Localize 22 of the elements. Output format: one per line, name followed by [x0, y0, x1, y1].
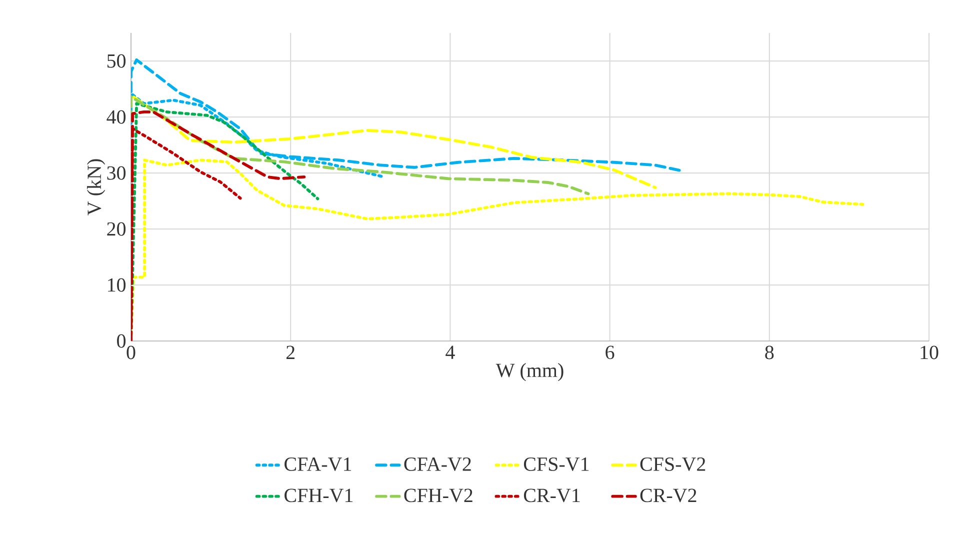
legend-label: CFS-V2	[640, 457, 706, 472]
y-tick-label: 0	[117, 334, 126, 348]
legend-label: CFA-V2	[404, 457, 471, 472]
y-tick-label: 40	[106, 110, 126, 124]
legend-label: CR-V2	[640, 488, 696, 502]
legend-label: CFA-V1	[284, 457, 352, 472]
y-tick-label: 30	[107, 166, 126, 180]
x-tick-label: 6	[606, 346, 614, 360]
legend-label: CFH-V2	[404, 488, 472, 502]
x-tick-label: 4	[446, 346, 455, 359]
legend-label: CR-V1	[524, 488, 580, 502]
x-tick-label: 8	[765, 346, 774, 360]
y-tick-label: 20	[107, 222, 126, 236]
x-tick-label: 2	[286, 346, 294, 359]
y-axis-title: V (kN)	[87, 159, 106, 216]
y-tick-label: 50	[107, 54, 126, 68]
y-tick-label: 10	[108, 278, 126, 292]
x-axis-title: W (mm)	[496, 363, 564, 382]
legend-label: CFH-V1	[284, 488, 353, 502]
legend-label: CFS-V1	[524, 457, 589, 472]
x-tick-label: 0	[126, 346, 136, 360]
x-tick-label: 10	[920, 346, 938, 360]
